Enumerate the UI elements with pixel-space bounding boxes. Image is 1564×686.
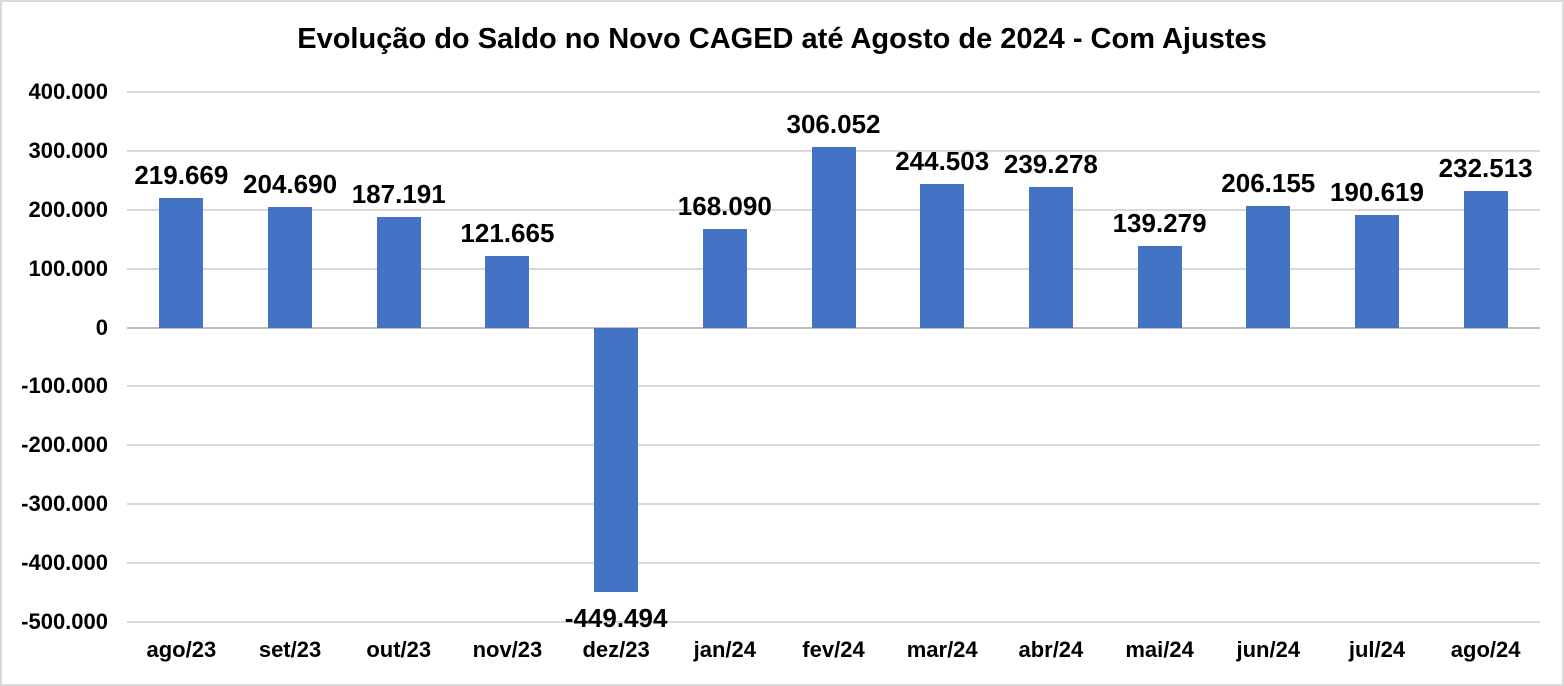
x-axis-tick-label-set-23: set/23 [258,637,322,662]
y-axis-tick-label: -500.000 [21,609,108,634]
data-label-jul-24: 190.619 [1329,177,1424,208]
x-axis-tick-label-nov-23: nov/23 [472,637,543,662]
bar-jun-24 [1246,206,1291,328]
x-axis-tick-label-jul-24: jul/24 [1348,637,1406,662]
y-axis-tick-label: 200.000 [28,196,108,222]
data-label-mar-24: 244.503 [895,145,990,176]
bar-out-23 [376,217,421,328]
x-axis-tick-label-dez-23: dez/23 [582,637,650,662]
bar-ago-24 [1463,190,1508,328]
bar-jan-24 [702,228,747,328]
data-label-abr-24: 239.278 [1003,148,1098,179]
data-label-fev-24: 306.052 [786,109,881,140]
gridline [127,385,1540,388]
data-label-dez-23: -449.494 [564,603,668,634]
data-label-out-23: 187.191 [351,179,446,210]
x-axis-zero-line [127,326,1540,329]
y-axis-tick-label: -300.000 [21,491,108,517]
y-axis-tick-label: -200.000 [21,432,108,458]
y-axis-tick-label: -100.000 [21,373,108,399]
x-axis-tick-label-jan-24: jan/24 [693,637,756,662]
data-label-nov-23: 121.665 [460,217,555,248]
bar-set-23 [268,207,313,328]
bar-ago-23 [159,198,204,328]
x-axis-tick-label-ago-23: ago/23 [146,637,217,662]
y-axis-tick-label: 400.000 [28,79,108,104]
bar-mar-24 [920,183,965,328]
x-axis-tick-label-fev-24: fev/24 [802,637,865,662]
x-axis-tick-label-jun-24: jun/24 [1236,637,1301,662]
gridline [127,444,1540,447]
data-label-ago-24: 232.513 [1438,152,1533,183]
data-label-jan-24: 168.090 [677,190,772,221]
gridline [127,562,1540,565]
bar-jul-24 [1354,215,1399,328]
y-axis-tick-label: 100.000 [28,255,108,281]
data-label-jun-24: 206.155 [1221,168,1316,199]
x-axis-tick-label-mai-24: mai/24 [1125,637,1194,662]
data-label-mai-24: 139.279 [1112,207,1207,238]
chart-title: Evolução do Saldo no Novo CAGED até Agos… [297,23,1267,55]
bar-dez-23 [594,327,639,593]
bar-nov-23 [485,255,530,328]
x-axis-tick-label-abr-24: abr/24 [1018,637,1084,662]
gridline [127,91,1540,93]
gridline [127,621,1540,623]
y-axis-tick-label: 0 [95,314,108,340]
y-axis-tick-label: -400.000 [21,550,108,576]
gridline [127,503,1540,506]
data-label-ago-23: 219.669 [134,160,229,191]
bar-abr-24 [1028,186,1073,328]
data-label-set-23: 204.690 [243,169,338,200]
bar-mai-24 [1137,245,1182,328]
x-axis-tick-label-out-23: out/23 [366,637,432,662]
x-axis-tick-label-mar-24: mar/24 [906,637,978,662]
x-axis-tick-label-ago-24: ago/24 [1450,637,1521,662]
bar-fev-24 [811,147,856,328]
y-axis-tick-label: 300.000 [28,137,108,163]
